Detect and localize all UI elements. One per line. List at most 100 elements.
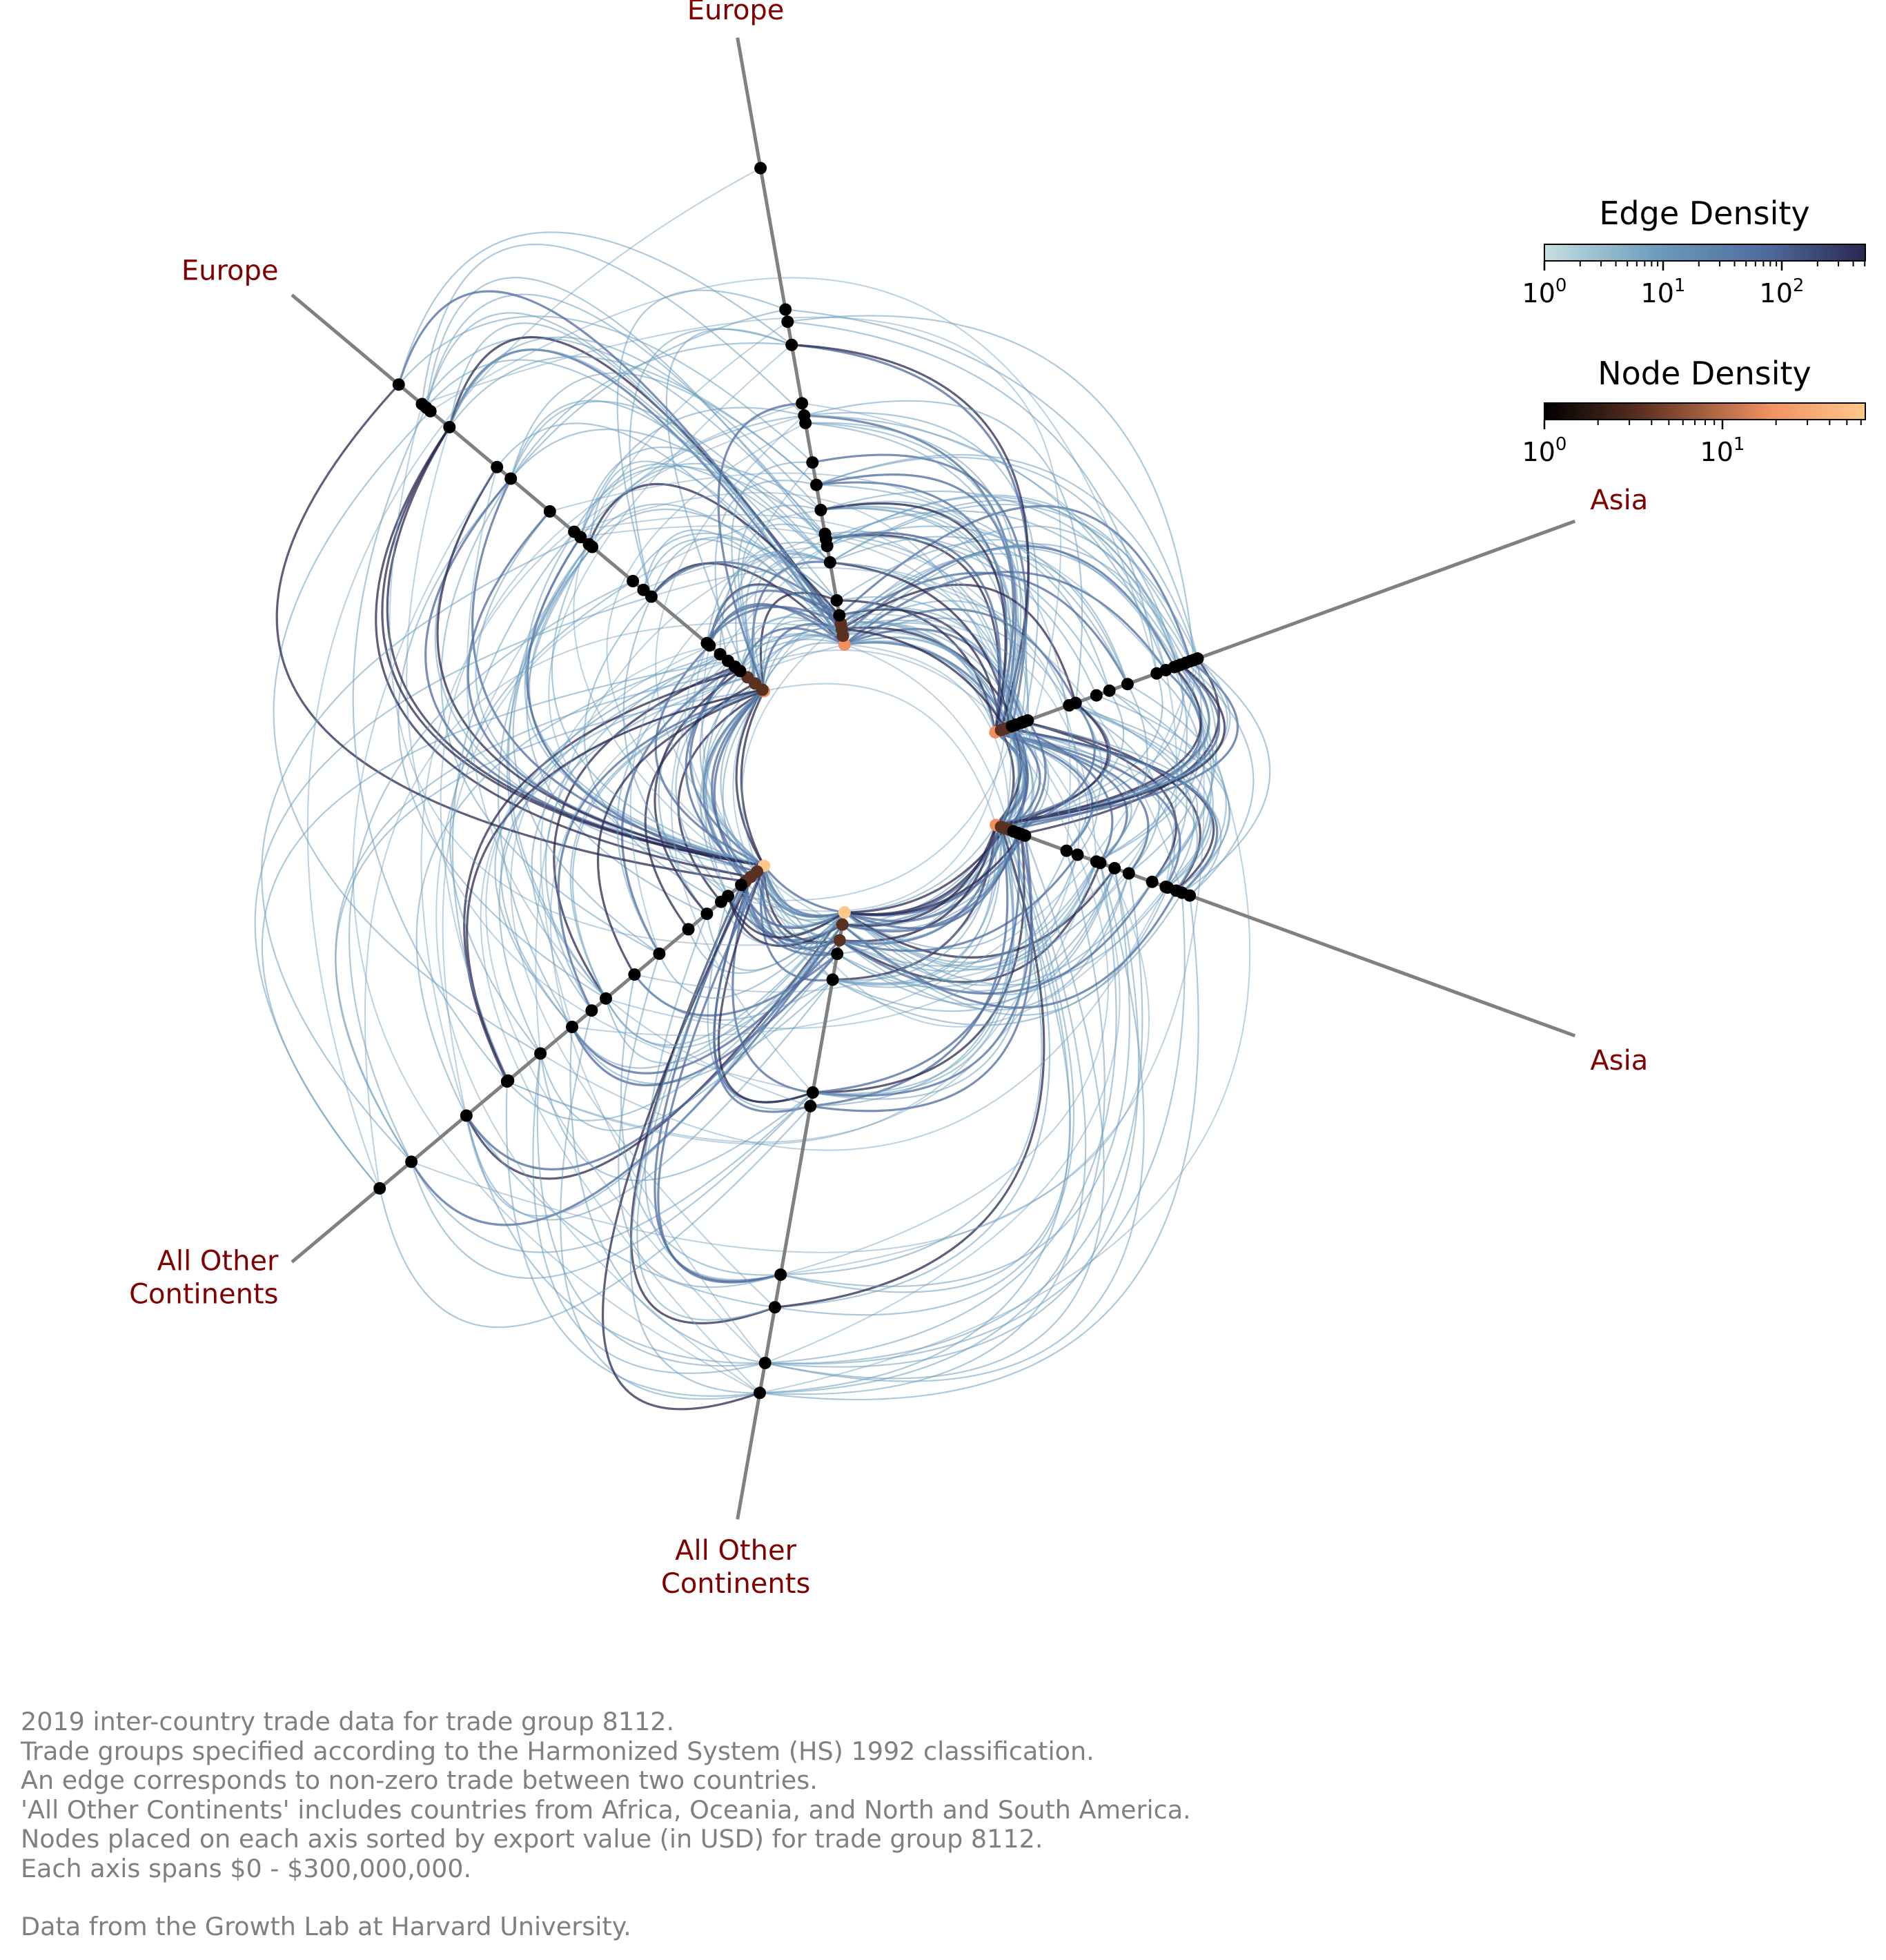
edge <box>352 467 760 1394</box>
edge <box>571 658 1199 1037</box>
edge <box>838 862 1101 983</box>
edge <box>763 865 1167 1028</box>
edge <box>573 491 1010 727</box>
edge <box>706 553 831 644</box>
edge <box>825 531 1002 733</box>
edge <box>812 831 1027 1100</box>
axis-line-other-1 <box>736 907 847 1520</box>
edge <box>465 979 834 1221</box>
node <box>627 575 640 587</box>
edge <box>841 890 1177 1009</box>
edge <box>841 627 1007 729</box>
edge <box>839 614 1020 833</box>
edge <box>805 422 1022 729</box>
edge <box>759 664 1250 1394</box>
edge <box>540 953 838 1132</box>
edge <box>844 636 1007 729</box>
edge <box>616 654 721 954</box>
edge <box>634 723 1023 993</box>
edge <box>629 538 827 954</box>
edge <box>821 490 1191 662</box>
edge <box>510 308 786 480</box>
node <box>836 918 849 931</box>
edge <box>839 607 1025 723</box>
node <box>833 934 846 947</box>
node-tick-1: 100 <box>1522 434 1567 467</box>
edge <box>632 532 838 601</box>
edge <box>1021 722 1212 888</box>
edge <box>700 683 756 896</box>
edge <box>759 850 1106 1394</box>
axis-line-asia-2 <box>990 821 1576 1038</box>
edge <box>505 1081 760 1397</box>
edge <box>821 507 1029 721</box>
edge <box>261 660 729 1189</box>
edge <box>591 462 821 547</box>
edge <box>632 507 1167 671</box>
axis-label-line: All Other <box>675 1535 796 1567</box>
edge <box>780 868 1130 1288</box>
edge <box>810 834 1034 1113</box>
edge <box>765 868 1140 1368</box>
edge <box>825 533 1010 727</box>
edge <box>569 690 765 999</box>
edge <box>825 533 1029 827</box>
edge <box>844 873 1130 996</box>
edge <box>727 728 1007 912</box>
edge <box>763 627 842 692</box>
edge <box>275 384 746 883</box>
edge <box>840 571 1129 685</box>
node <box>754 1386 766 1400</box>
node <box>543 505 556 518</box>
edge <box>654 670 741 915</box>
edge <box>510 429 831 563</box>
node <box>804 1099 817 1113</box>
edge <box>465 912 845 1217</box>
edge-tick-1: 100 <box>1522 275 1567 308</box>
axis-label-europe-2: Europe <box>181 255 279 287</box>
axis-label-asia-2: Asia <box>1590 1045 1648 1077</box>
node-density-colorbar: Node Density 100 101 <box>1522 355 1866 467</box>
edge <box>588 482 841 616</box>
node <box>830 594 843 607</box>
node <box>826 973 839 986</box>
caption-source: Data from the Growth Lab at Harvard Univ… <box>21 1912 631 1941</box>
node <box>582 538 596 551</box>
node <box>600 992 612 1005</box>
edge <box>705 690 765 882</box>
node <box>653 947 666 960</box>
edge <box>415 653 720 1117</box>
edge <box>397 315 814 463</box>
edge <box>841 621 1022 723</box>
edge <box>763 865 845 921</box>
edge <box>765 863 1145 1382</box>
edge <box>829 561 1081 855</box>
edge <box>740 690 765 867</box>
edge <box>560 1010 760 1400</box>
edge <box>829 561 1011 727</box>
edge <box>1068 705 1160 874</box>
edge <box>844 640 996 733</box>
edge <box>644 913 781 1281</box>
edge <box>754 634 843 684</box>
axis-line-asia-1 <box>990 519 1576 736</box>
edge <box>510 600 837 1308</box>
edge <box>348 580 633 1162</box>
edge <box>844 850 1068 950</box>
edge <box>532 1053 765 1374</box>
edge <box>804 400 1083 703</box>
edge <box>838 881 1153 995</box>
axis-label-line: Europe <box>181 255 279 287</box>
node <box>1121 678 1134 691</box>
edge <box>731 461 813 692</box>
edge <box>829 503 1199 659</box>
edge <box>573 321 788 878</box>
edge <box>844 644 1010 830</box>
edge <box>727 895 845 939</box>
edge <box>841 887 1169 1016</box>
edge <box>717 865 814 1104</box>
edge <box>364 622 842 1189</box>
node <box>823 556 836 569</box>
edge <box>526 546 707 915</box>
edge <box>535 533 825 1054</box>
